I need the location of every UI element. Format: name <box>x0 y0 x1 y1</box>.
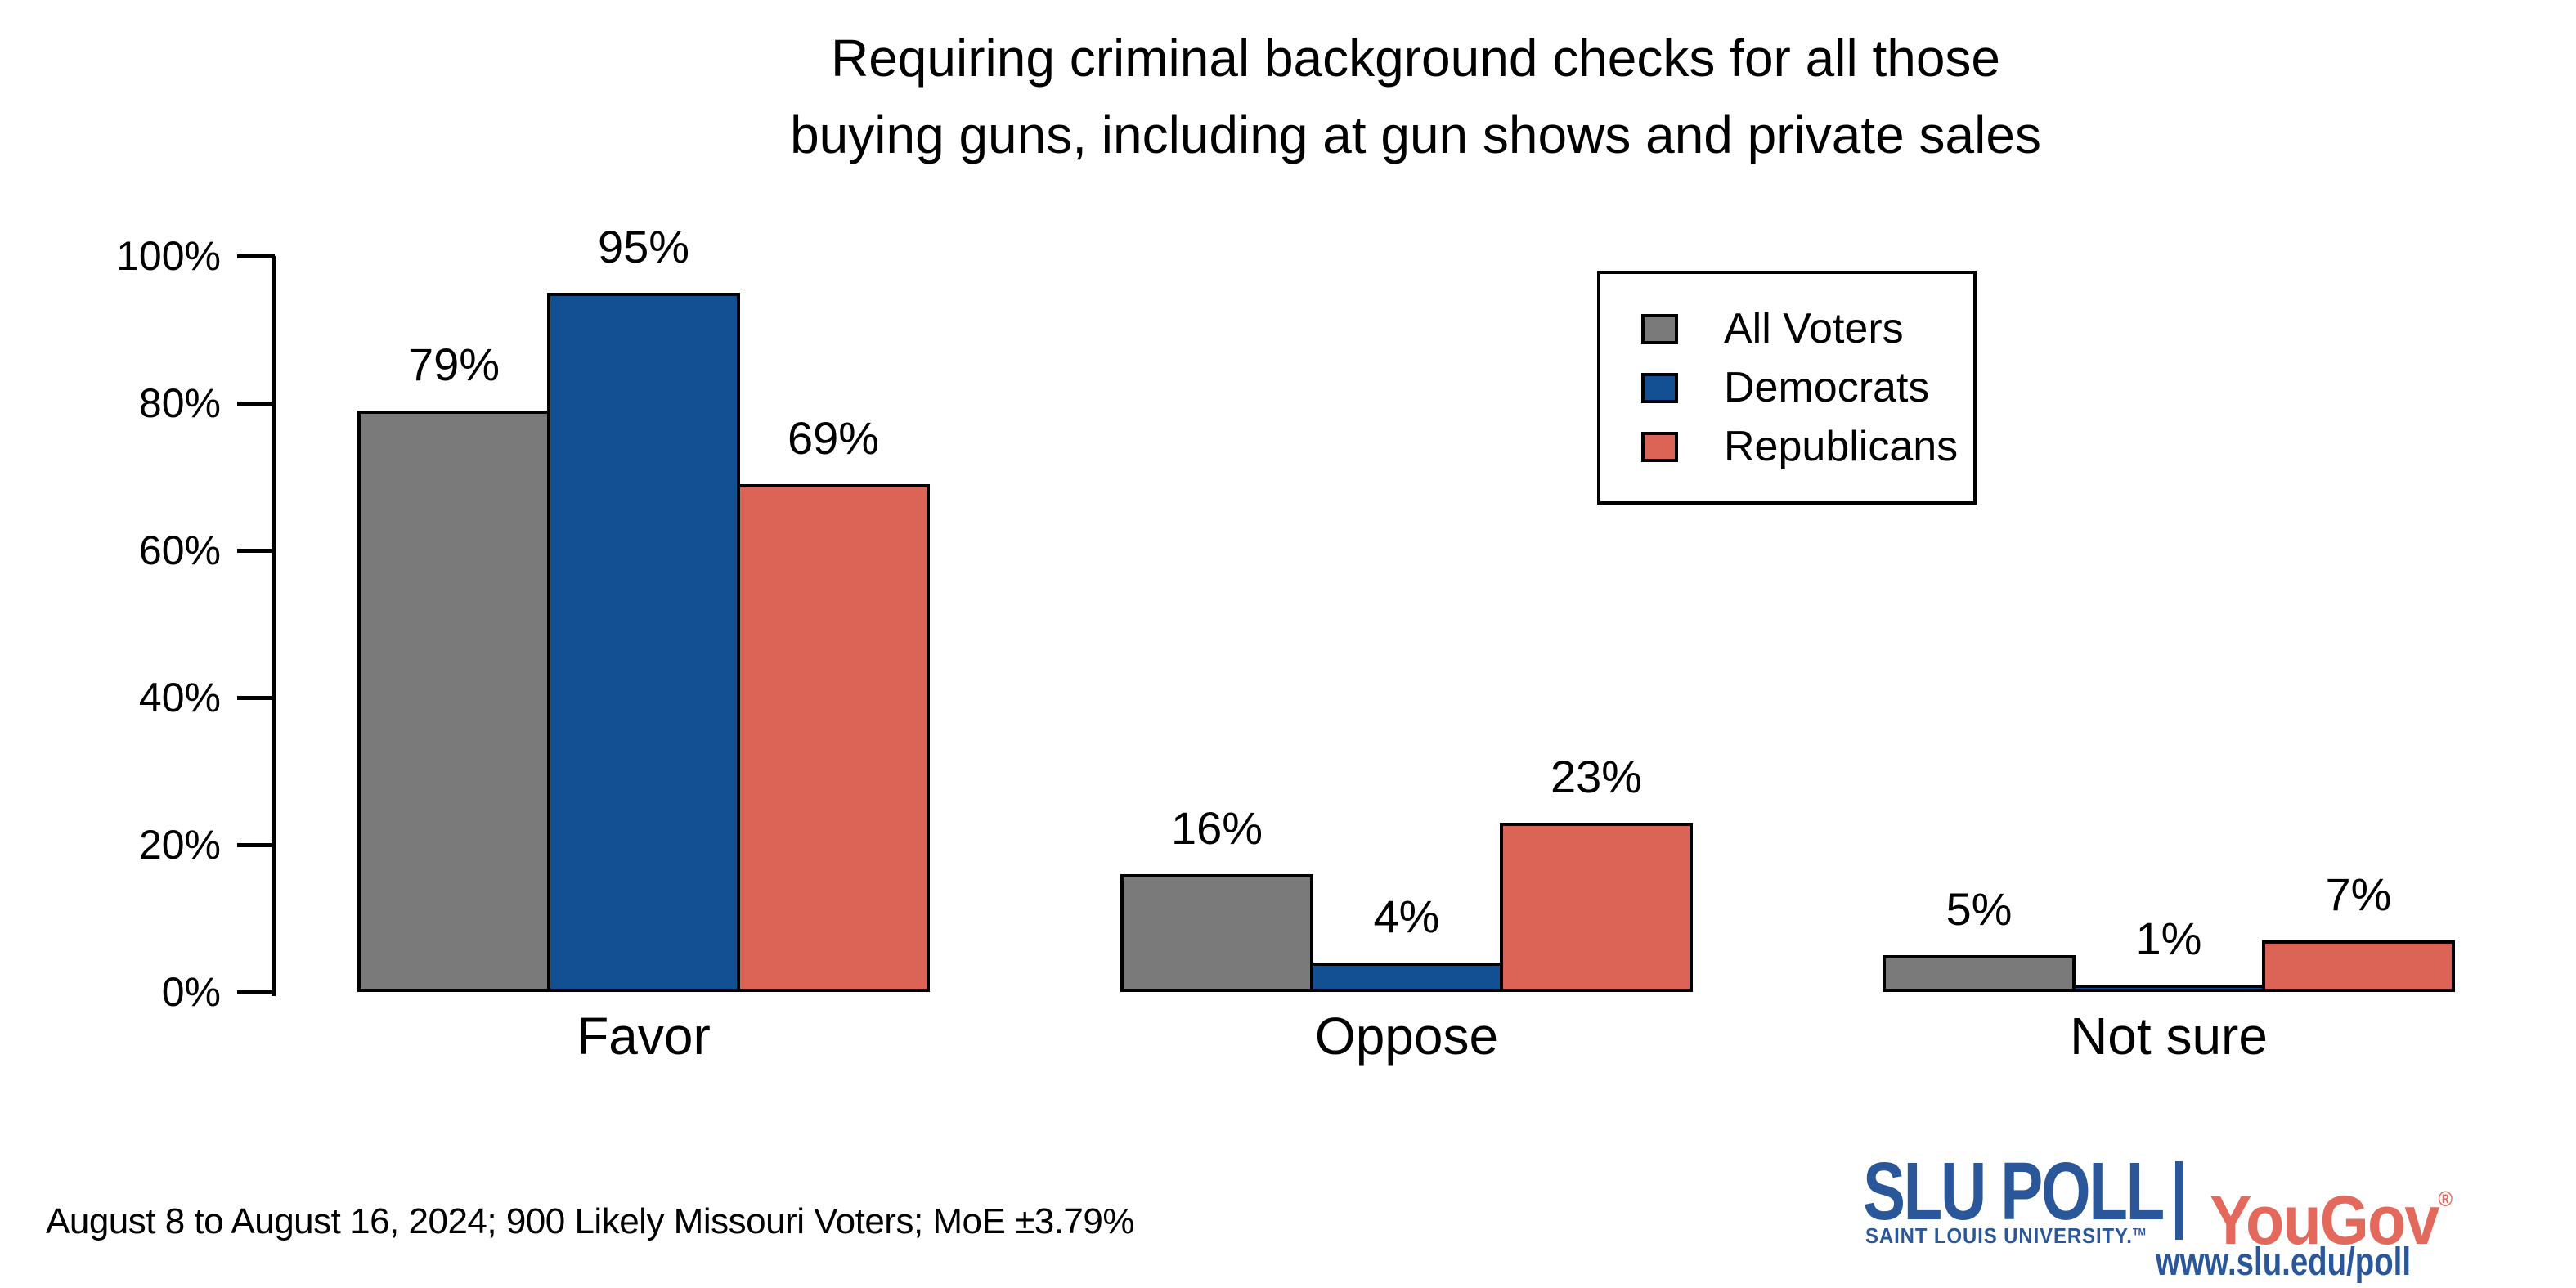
legend-item-republicans: Republicans <box>1641 423 1973 470</box>
legend: All Voters Democrats Republicans <box>1597 271 1977 505</box>
y-tick-0 <box>237 990 275 994</box>
bar-favor-democrats <box>547 293 740 992</box>
bar-favor-republicans <box>737 484 930 992</box>
y-tick-label-0: 0% <box>161 969 221 1015</box>
trademark-symbol: TM <box>2132 1226 2146 1238</box>
brand-divider <box>2175 1161 2183 1240</box>
bar-slot-oppose-republicans: 23% <box>1500 164 1693 992</box>
bar-value-label-oppose-all-voters: 16% <box>1170 802 1263 854</box>
legend-swatch-all-voters <box>1641 313 1678 344</box>
bar-not-sure-all-voters <box>1883 955 2076 992</box>
chart-title-line2: buying guns, including at gun shows and … <box>790 105 2041 164</box>
bar-slot-not-sure-all-voters: 5% <box>1883 164 2076 992</box>
yougov-logo: YouGov® <box>2210 1165 2453 1254</box>
bar-oppose-republicans <box>1500 823 1693 992</box>
bar-value-label-oppose-republicans: 23% <box>1550 751 1643 802</box>
legend-item-democrats: Democrats <box>1641 364 1973 411</box>
bar-value-label-favor-republicans: 69% <box>787 412 880 464</box>
bar-group-favor: 79% 95% 69% Favor <box>357 164 930 1066</box>
y-tick-80 <box>237 402 275 406</box>
y-tick-label-80: 80% <box>138 380 221 426</box>
bar-oppose-democrats <box>1310 963 1503 992</box>
slu-university-label: SAINT LOUIS UNIVERSITY.TM <box>1865 1223 2146 1249</box>
bar-not-sure-democrats <box>2072 985 2265 992</box>
bar-not-sure-republicans <box>2262 940 2455 992</box>
bar-value-label-favor-democrats: 95% <box>597 221 690 272</box>
bar-value-label-oppose-democrats: 4% <box>1373 891 1440 942</box>
bar-value-label-not-sure-democrats: 1% <box>2135 913 2202 964</box>
y-tick-20 <box>237 843 275 847</box>
bar-group-not-sure: 5% 1% 7% Not sure <box>1883 164 2455 1066</box>
y-tick-label-100: 100% <box>116 233 221 279</box>
bar-favor-all-voters <box>357 411 550 992</box>
y-axis-line <box>272 256 276 996</box>
y-tick-40 <box>237 696 275 700</box>
bar-slot-oppose-democrats: 4% <box>1310 164 1503 992</box>
registered-symbol: ® <box>2438 1187 2453 1211</box>
bar-slot-favor-democrats: 95% <box>547 164 740 992</box>
bar-slot-favor-republicans: 69% <box>737 164 930 992</box>
bar-oppose-all-voters <box>1120 874 1313 992</box>
yougov-text: YouGov <box>2210 1182 2439 1259</box>
bar-group-oppose: 16% 4% 23% Oppose <box>1120 164 1693 1066</box>
bar-value-label-not-sure-all-voters: 5% <box>1945 883 2013 935</box>
bar-slot-oppose-all-voters: 16% <box>1120 164 1313 992</box>
y-tick-label-20: 20% <box>138 822 221 868</box>
y-tick-label-60: 60% <box>138 527 221 573</box>
slu-poll-url: www.slu.edu/poll <box>2155 1241 2411 1284</box>
x-category-label-oppose: Oppose <box>1314 1007 1499 1066</box>
chart-title: Requiring criminal background checks for… <box>275 20 2556 173</box>
legend-label-republicans: Republicans <box>1724 423 1959 470</box>
y-tick-100 <box>237 254 275 258</box>
bar-slot-not-sure-republicans: 7% <box>2262 164 2455 992</box>
x-category-label-not-sure: Not sure <box>2070 1007 2268 1066</box>
x-category-label-favor: Favor <box>577 1007 711 1066</box>
chart-title-line1: Requiring criminal background checks for… <box>830 29 2001 88</box>
bar-value-label-favor-all-voters: 79% <box>407 339 500 390</box>
legend-item-all-voters: All Voters <box>1641 305 1973 352</box>
bar-slot-not-sure-democrats: 1% <box>2072 164 2265 992</box>
slu-poll-logo: SLU POLL <box>1863 1146 2165 1237</box>
legend-label-democrats: Democrats <box>1724 364 1930 411</box>
bar-slot-favor-all-voters: 79% <box>357 164 550 992</box>
y-tick-label-40: 40% <box>138 675 221 720</box>
legend-label-all-voters: All Voters <box>1724 305 1904 352</box>
bar-value-label-not-sure-republicans: 7% <box>2325 868 2392 920</box>
y-tick-60 <box>237 549 275 553</box>
legend-swatch-democrats <box>1641 372 1678 403</box>
slu-university-text: SAINT LOUIS UNIVERSITY. <box>1865 1223 2133 1248</box>
footnote: August 8 to August 16, 2024; 900 Likely … <box>46 1201 1135 1241</box>
legend-swatch-republicans <box>1641 431 1678 462</box>
